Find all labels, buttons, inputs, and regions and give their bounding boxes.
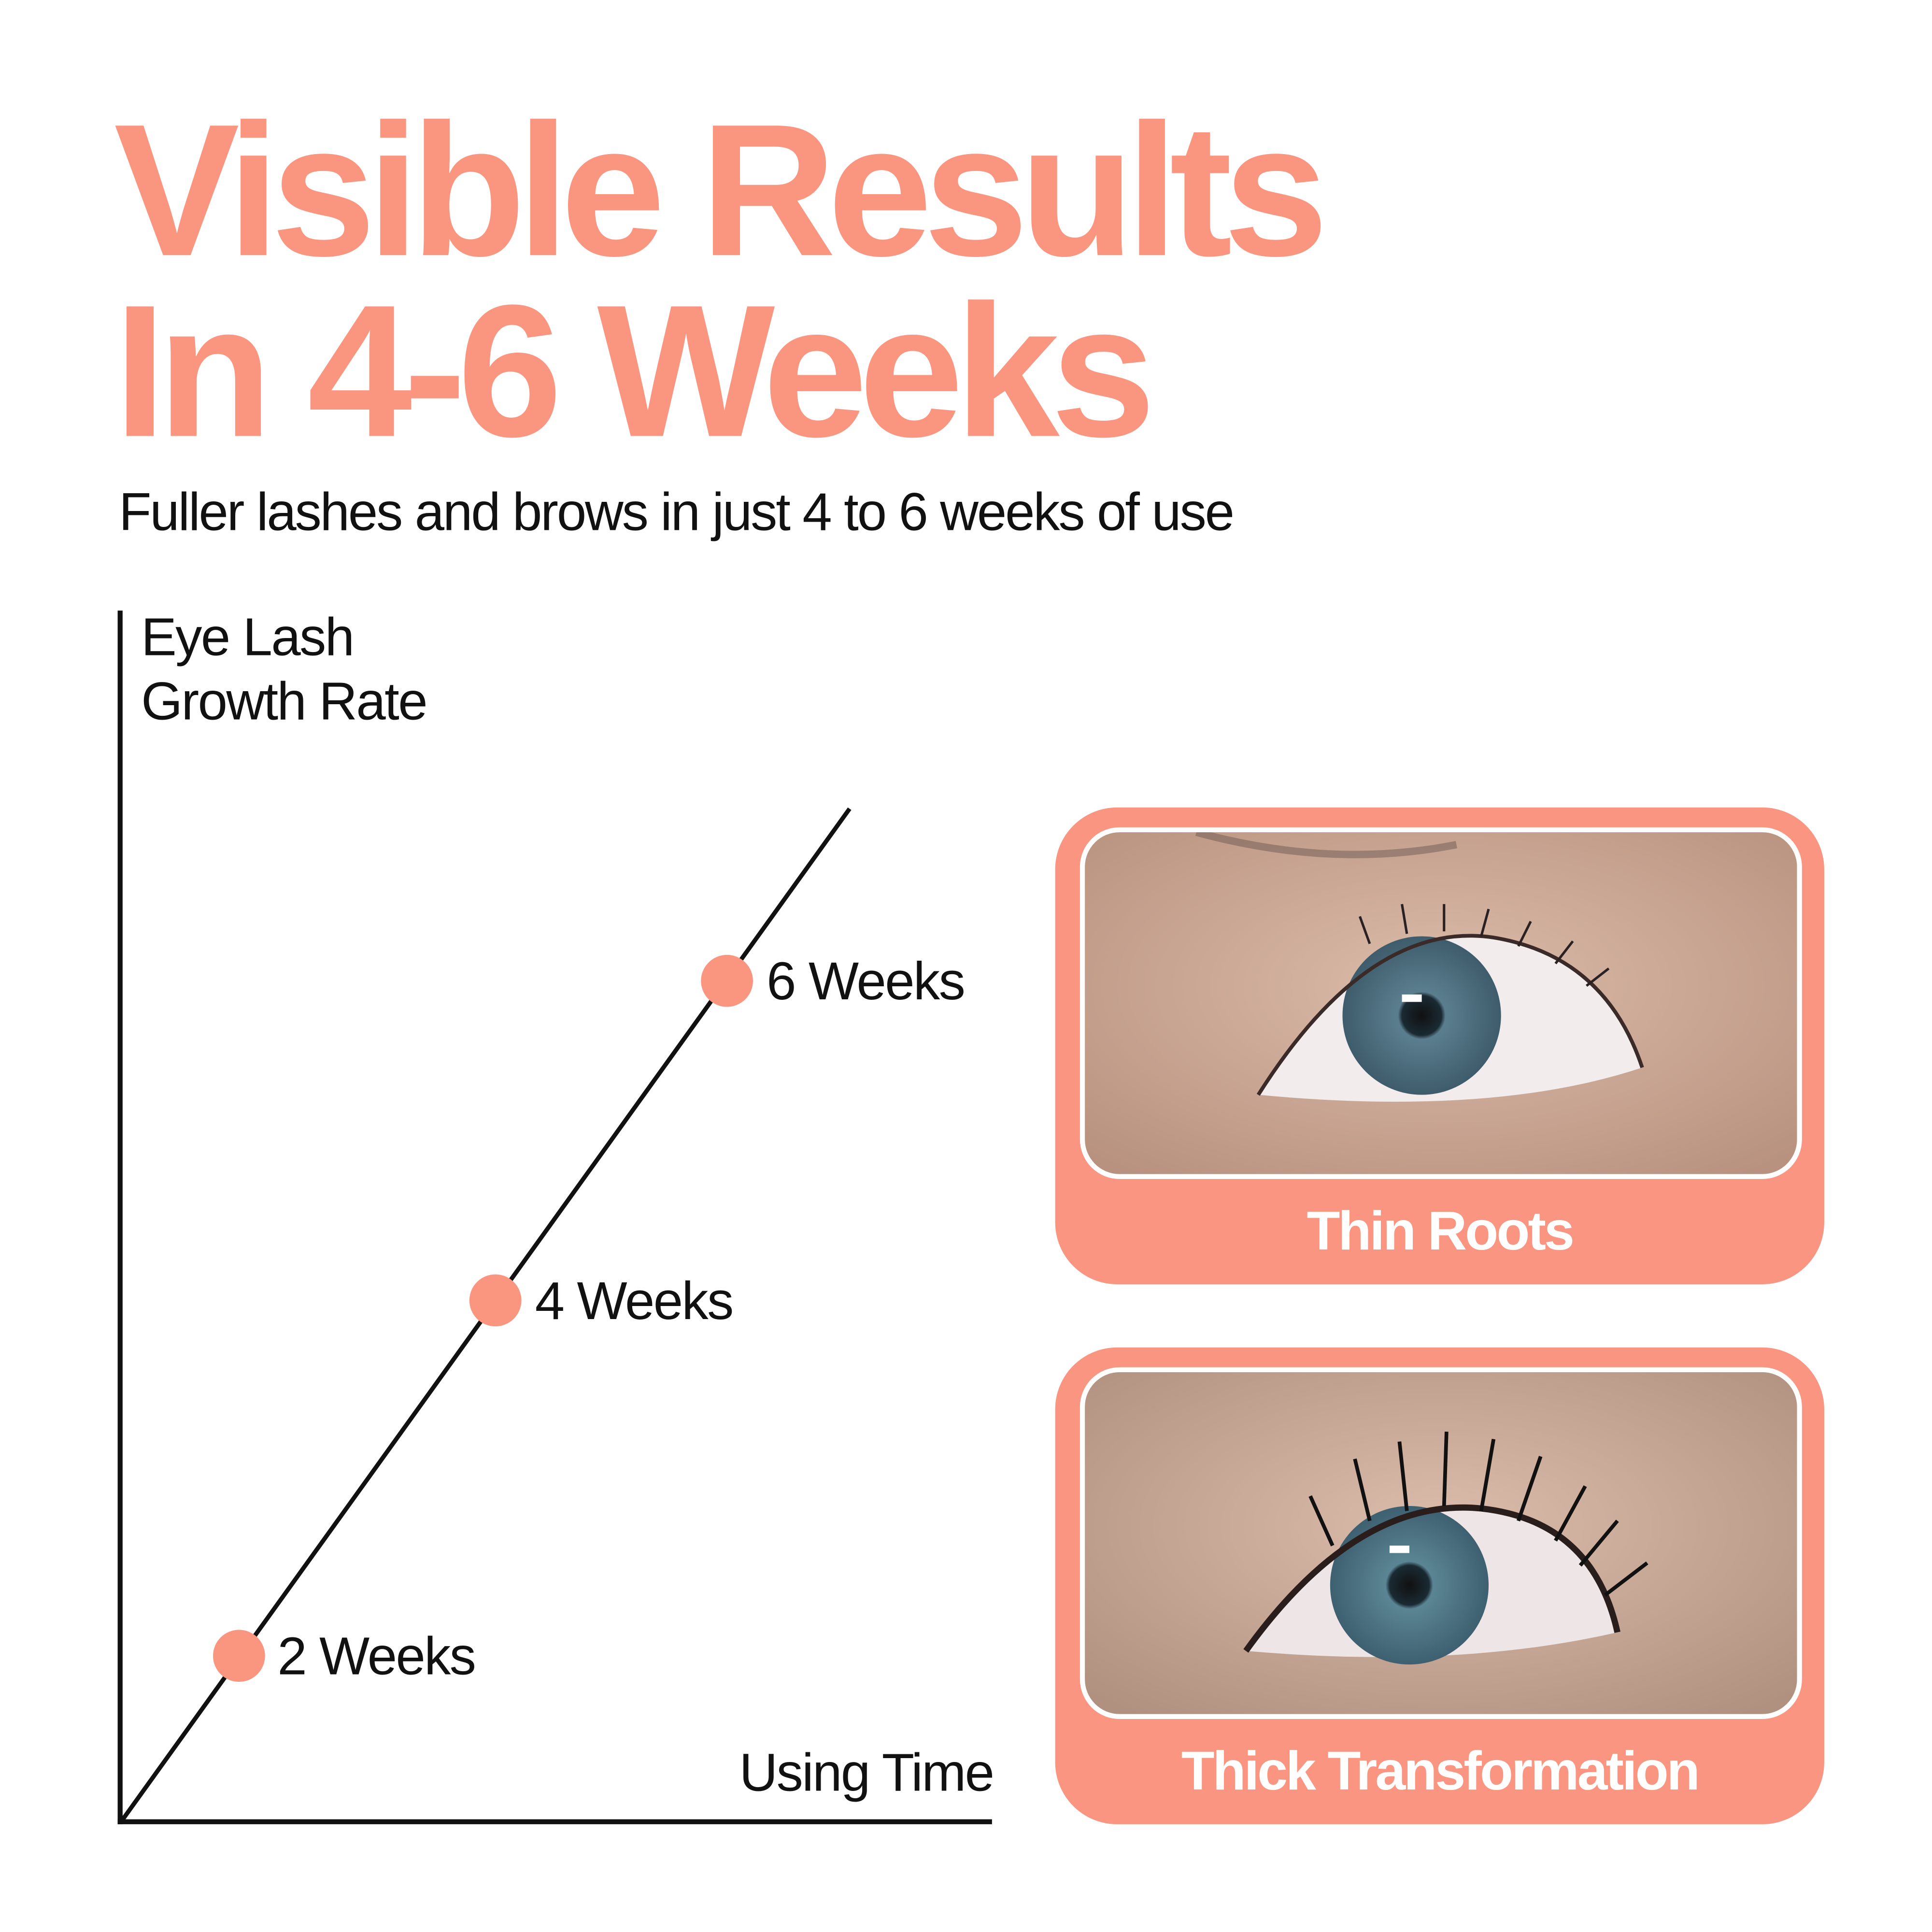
after-caption: Thick Transformation: [1181, 1741, 1700, 1802]
subtitle: Fuller lashes and brows in just 4 to 6 w…: [119, 483, 1235, 543]
headline-line-1: Visible Results: [114, 85, 1328, 296]
point-label-2-weeks: 2 Weeks: [277, 1627, 476, 1687]
y-axis-label-line-2: Growth Rate: [141, 672, 427, 732]
x-axis-label: Using Time: [739, 1744, 994, 1804]
point-label-6-weeks: 6 Weeks: [767, 952, 966, 1012]
eye-thin-lashes-photo: [1080, 827, 1802, 1179]
point-4-weeks: [469, 1274, 522, 1327]
headline-line-2: In 4-6 Weeks: [114, 266, 1156, 477]
before-card: Thin Roots: [1055, 807, 1824, 1284]
y-axis-label-line-1: Eye Lash: [141, 608, 355, 668]
point-2-weeks: [213, 1630, 265, 1682]
point-6-weeks: [701, 954, 753, 1007]
after-card: Thick Transformation: [1055, 1347, 1824, 1824]
eye-thick-lashes-photo: [1080, 1367, 1802, 1719]
point-label-4-weeks: 4 Weeks: [535, 1272, 734, 1332]
before-caption: Thin Roots: [1307, 1201, 1574, 1262]
